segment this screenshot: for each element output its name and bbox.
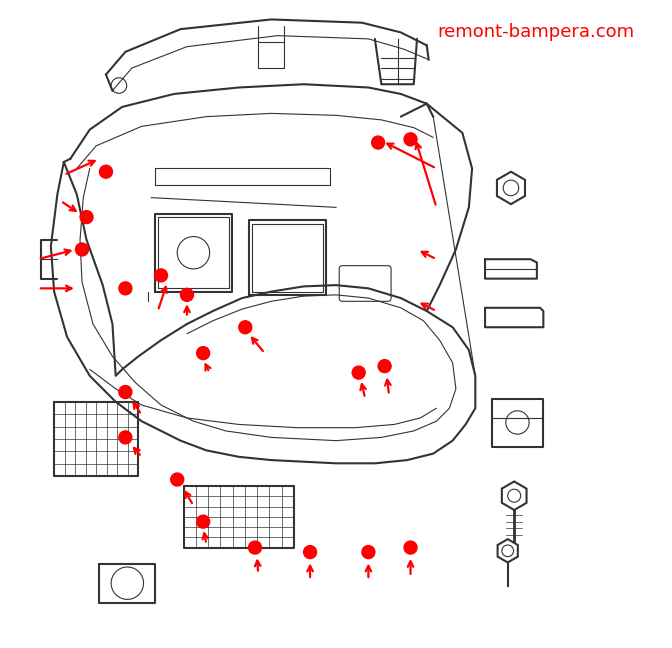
- Circle shape: [362, 546, 375, 559]
- Circle shape: [378, 360, 391, 373]
- Circle shape: [197, 515, 210, 528]
- Circle shape: [181, 288, 194, 301]
- Circle shape: [119, 386, 132, 399]
- Circle shape: [155, 269, 167, 282]
- Circle shape: [119, 282, 132, 295]
- Circle shape: [197, 347, 210, 360]
- Circle shape: [404, 541, 417, 554]
- Circle shape: [372, 136, 384, 149]
- Circle shape: [171, 473, 183, 486]
- Circle shape: [75, 243, 89, 256]
- Text: remont-bampera.com: remont-bampera.com: [437, 23, 634, 41]
- Circle shape: [404, 133, 417, 146]
- Circle shape: [249, 541, 261, 554]
- Circle shape: [352, 366, 365, 379]
- Circle shape: [304, 546, 317, 559]
- Circle shape: [99, 165, 112, 178]
- Circle shape: [119, 431, 132, 444]
- Circle shape: [239, 321, 252, 334]
- Circle shape: [80, 211, 93, 224]
